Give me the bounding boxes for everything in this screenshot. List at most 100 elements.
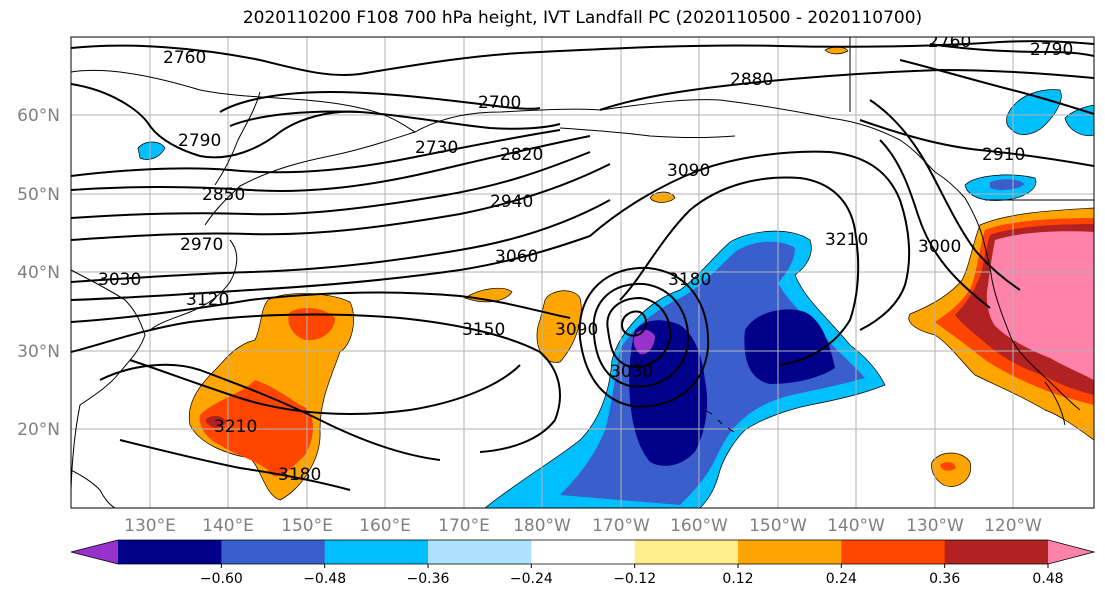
contour-low-ring-4 [578,266,710,408]
colorbar-segment [531,540,636,564]
colorbar-segment [324,540,429,564]
contour-label: 3120 [186,290,229,310]
lon-label: 160°W [670,516,728,536]
contour-labels: 2760 2790 2850 2970 3030 3120 2700 2730 … [98,32,1073,485]
contour-east-2 [899,59,1094,115]
colorbar-tick-label: 0.12 [722,571,753,587]
contour-low-ring-1 [620,310,647,337]
contour-label: 2850 [202,185,245,205]
positive-anomaly-west-core [288,308,335,341]
lat-label: 40°N [17,263,60,283]
contour-label: 3150 [462,320,505,340]
colorbar-segment [944,540,1049,564]
contour-label: 2970 [180,235,223,255]
colorbar-ticks: −0.60 −0.48 −0.36 −0.24 −0.12 0.12 0.24 0.36 0.4… [200,564,1064,587]
colorbar-tick-label: 0.24 [826,571,857,587]
contour-label: 2790 [1030,40,1073,60]
contour-3210-b [119,439,351,491]
contour-label: 3060 [495,247,538,267]
lon-label: 120°W [984,516,1042,536]
colorbar-tick-label: −0.12 [613,571,656,587]
negative-anomaly-bc-inner [990,179,1025,191]
contour-3090 [589,150,911,331]
contour-label: 2760 [928,32,971,52]
latitude-labels: 60°N 50°N 40°N 30°N 20°N [17,106,60,440]
lon-label: 160°E [359,516,411,536]
contour-east-3 [929,43,1094,57]
contour-label: 2910 [982,145,1025,165]
contour-label: 3180 [278,465,321,485]
negative-anomaly-kamchatka [137,141,166,160]
contour-2910 [859,119,1094,167]
coast-russia [71,69,417,226]
positive-anomaly-small-6 [940,462,956,471]
contour-label: 3030 [98,270,141,290]
colorbar-tick-label: −0.60 [200,571,243,587]
colorbar-tick-label: −0.48 [303,571,346,587]
map-title: 2020110200 F108 700 hPa height, IVT Land… [242,8,923,28]
colorbar [70,539,1096,565]
contour-3210 [99,363,441,461]
lon-label: 170°W [592,516,650,536]
colorbar-segment [428,540,532,564]
contour-2970 [71,163,611,241]
height-contours [71,40,1094,491]
contour-east-1 [869,99,1021,291]
coast-aleutians [559,127,736,138]
contour-label: 2700 [478,93,521,113]
contour-3030 [71,199,611,283]
lon-label: 150°E [281,516,333,536]
contour-label: 2790 [178,131,221,151]
contour-2790 [71,83,361,159]
colorbar-outline [70,539,1096,565]
map-content: 2760 2790 2850 2970 3030 3120 2700 2730 … [71,32,1094,508]
lat-label: 60°N [17,106,60,126]
contour-2940 [71,151,591,219]
coastlines [71,37,1094,508]
longitude-labels: 130°E 140°E 150°E 160°E 170°E 180°W 170°… [124,516,1042,536]
negative-anomaly-purple [633,329,655,355]
contour-label: 2760 [163,48,206,68]
contour-label: 3090 [667,161,710,181]
negative-anomaly-mid [560,241,865,505]
lon-label: 150°W [749,516,807,536]
negative-anomaly-core-east [744,309,835,384]
contour-label: 3000 [918,237,961,257]
colorbar-extend-max [1048,540,1094,564]
contour-2850 [71,135,591,192]
contour-label: 2940 [490,192,533,212]
contour-3180-south [129,359,521,415]
coast-us-west [991,279,1081,411]
contour-2700 [219,90,541,113]
contour-label: 3210 [214,417,257,437]
contour-low-ring-2 [606,296,672,368]
contour-label: 3180 [668,270,711,290]
contour-label: 2880 [730,70,773,90]
contour-label: 3090 [555,320,598,340]
positive-anomaly-east-core [986,231,1094,380]
contour-label: 2820 [500,145,543,165]
lon-label: 140°E [202,516,254,536]
lon-label: 180°W [513,516,571,536]
coast-china-south [71,469,116,508]
contour-label: 3210 [825,230,868,250]
colorbar-tick-label: 0.36 [929,571,960,587]
lat-label: 20°N [17,420,60,440]
contour-3000 [879,139,991,309]
map-frame [70,36,1095,509]
contour-3150 [71,313,561,453]
lat-label: 30°N [17,342,60,362]
positive-anomaly-small-2 [536,290,582,363]
positive-anomaly-small-3 [649,191,676,203]
contour-3180-east [619,176,860,366]
lon-label: 170°E [438,516,490,536]
contour-2880 [599,68,1094,111]
islands-hawaii [704,409,735,433]
contour-label: 3030 [610,362,653,382]
coast-korea-china [71,269,146,491]
contour-2760 [71,40,1094,77]
colorbar-segment [221,540,326,564]
colorbar-tick-label: 0.48 [1032,571,1063,587]
filled-anomalies [137,46,1094,508]
